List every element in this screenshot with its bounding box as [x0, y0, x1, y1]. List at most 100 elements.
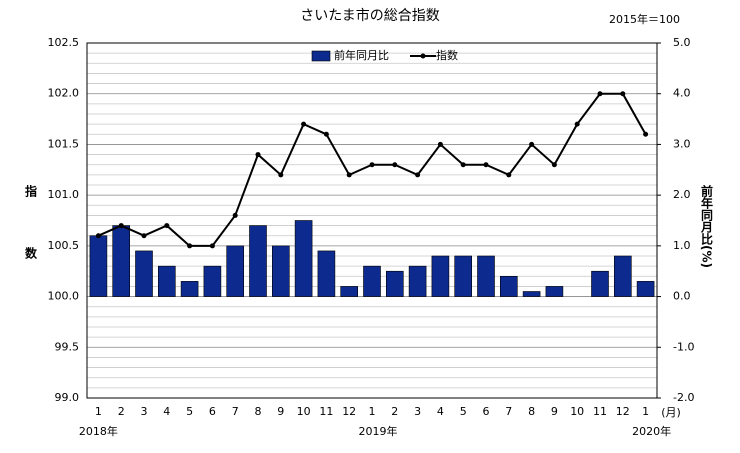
- line-point: [141, 233, 147, 239]
- bar: [135, 250, 153, 297]
- line-point: [278, 172, 284, 178]
- bar: [591, 270, 609, 297]
- x-tick-label: 7: [232, 405, 239, 418]
- y2-tick-label: 2.0: [673, 188, 691, 201]
- y2-tick-label: 4.0: [673, 87, 691, 100]
- year-label: 2020年: [632, 424, 671, 438]
- y-tick-label: 99.5: [55, 340, 80, 353]
- x-tick-label: 6: [483, 405, 490, 418]
- bar: [249, 225, 267, 297]
- x-tick-label: 11: [319, 405, 333, 418]
- bar: [363, 265, 381, 297]
- bar: [271, 245, 290, 297]
- line-point: [551, 162, 557, 168]
- bar: [317, 250, 336, 297]
- line-point: [392, 162, 398, 168]
- x-tick-label: 3: [141, 405, 148, 418]
- x-tick-label: 12: [342, 405, 356, 418]
- bar: [203, 265, 222, 297]
- y-tick-label: 102.0: [48, 87, 80, 100]
- line-point: [574, 121, 580, 127]
- y-tick-label: 100.5: [48, 239, 80, 252]
- x-tick-label: 3: [414, 405, 421, 418]
- line-point: [415, 172, 421, 178]
- line-point: [597, 91, 603, 97]
- legend-swatch: [420, 53, 426, 59]
- y-tick-label: 100.0: [48, 290, 80, 303]
- x-tick-label: 6: [209, 405, 216, 418]
- x-tick-label: 1: [642, 405, 649, 418]
- bar: [158, 265, 176, 297]
- line-point: [187, 243, 193, 249]
- x-tick-label: 4: [163, 405, 170, 418]
- x-tick-label: 5: [186, 405, 193, 418]
- line-point: [643, 131, 649, 137]
- y-tick-label: 99.0: [55, 391, 80, 404]
- line: [97, 92, 647, 247]
- y2-tick-label: -1.0: [673, 340, 694, 353]
- y-tick-label: 102.5: [48, 36, 80, 49]
- line-point: [95, 233, 101, 239]
- x-tick-label: 2: [391, 405, 398, 418]
- bar: [112, 225, 130, 297]
- bar: [340, 286, 359, 297]
- line-point: [232, 212, 238, 218]
- bar: [499, 275, 518, 297]
- x-tick-label: 1: [95, 405, 102, 418]
- bar: [180, 281, 199, 297]
- bar: [522, 291, 541, 297]
- plot-frame: [86, 42, 658, 399]
- x-tick-label: 4: [437, 405, 444, 418]
- x-tick-label: 8: [528, 405, 535, 418]
- line-point: [460, 162, 466, 168]
- x-tick-label: 8: [255, 405, 262, 418]
- x-tick-label: 7: [505, 405, 512, 418]
- bar: [294, 220, 313, 297]
- line-point: [118, 223, 124, 229]
- line-point: [164, 223, 170, 229]
- x-tick-label: 9: [277, 405, 284, 418]
- chart-title: さいたま市の総合指数: [300, 7, 440, 24]
- bar: [545, 286, 564, 297]
- legend-label: 指数: [436, 48, 458, 62]
- bar: [89, 235, 108, 297]
- line-point: [483, 162, 489, 168]
- year-label: 2019年: [359, 424, 398, 438]
- x-unit: (月): [661, 406, 681, 419]
- y-axis-label: 指数: [24, 184, 38, 309]
- legend-label: 前年同月比: [334, 48, 389, 62]
- x-tick-label: 9: [551, 405, 558, 418]
- bar: [385, 270, 404, 297]
- year-label: 2018年: [79, 424, 118, 438]
- x-tick-label: 11: [593, 405, 607, 418]
- line-point: [369, 162, 375, 168]
- line-point: [529, 141, 535, 147]
- y2-tick-label: 1.0: [673, 239, 691, 252]
- bar: [454, 255, 473, 297]
- bar: [636, 281, 655, 297]
- x-tick-label: 2: [118, 405, 125, 418]
- x-tick-label: 10: [297, 405, 311, 418]
- y-tick-label: 101.0: [48, 188, 80, 201]
- line-point: [620, 91, 626, 97]
- bar: [431, 255, 450, 297]
- line-point: [506, 172, 512, 178]
- y2-tick-label: -2.0: [673, 391, 694, 404]
- bar: [477, 255, 495, 297]
- x-tick-label: 5: [460, 405, 467, 418]
- bar: [226, 245, 244, 297]
- x-tick-label: 10: [570, 405, 584, 418]
- line-point: [255, 152, 261, 158]
- bar: [613, 255, 632, 297]
- y2-tick-label: 3.0: [673, 137, 691, 150]
- line-point: [209, 243, 215, 249]
- x-tick-label: 12: [616, 405, 630, 418]
- y2-tick-label: 5.0: [673, 36, 691, 49]
- legend-swatch: [311, 50, 331, 62]
- bar: [408, 265, 427, 297]
- line-point: [301, 121, 307, 127]
- y-tick-label: 101.5: [48, 137, 80, 150]
- x-tick-label: 1: [369, 405, 376, 418]
- line-point: [346, 172, 352, 178]
